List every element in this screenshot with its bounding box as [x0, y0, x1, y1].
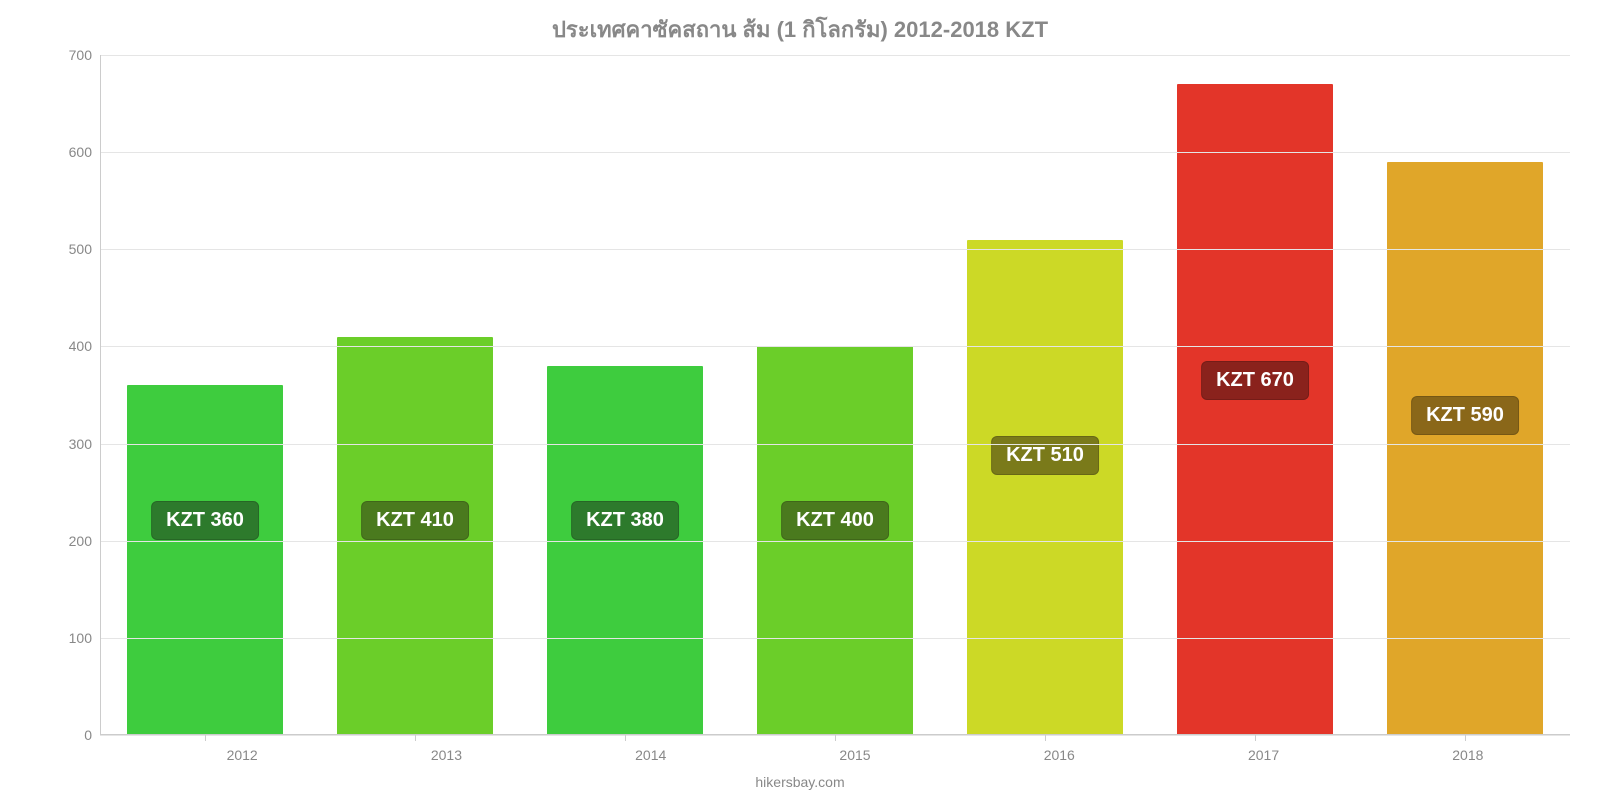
x-tick-label: 2017 — [1161, 747, 1365, 763]
gridline — [100, 152, 1570, 153]
plot-area: KZT 360 KZT 410 KZT 380 KZT 400 KZT 510 KZT 6… — [100, 55, 1570, 735]
bar-slot: KZT 590 — [1360, 55, 1570, 735]
x-tick-label: 2012 — [140, 747, 344, 763]
bars-container: KZT 360 KZT 410 KZT 380 KZT 400 KZT 510 KZT 6… — [100, 55, 1570, 735]
y-tick-label: 200 — [69, 533, 92, 549]
bar: KZT 380 — [547, 366, 702, 735]
bar: KZT 410 — [337, 337, 492, 735]
x-tick-label: 2014 — [549, 747, 753, 763]
gridline — [100, 249, 1570, 250]
gridline — [100, 346, 1570, 347]
y-tick-label: 100 — [69, 630, 92, 646]
x-tick — [835, 735, 836, 741]
bar-slot: KZT 380 — [520, 55, 730, 735]
y-tick-label: 400 — [69, 338, 92, 354]
y-axis-line — [100, 55, 101, 735]
bar-slot: KZT 670 — [1150, 55, 1360, 735]
x-tick-label: 2013 — [344, 747, 548, 763]
x-tick — [415, 735, 416, 741]
bar: KZT 510 — [967, 240, 1122, 735]
gridline — [100, 55, 1570, 56]
gridline — [100, 444, 1570, 445]
bar-slot: KZT 400 — [730, 55, 940, 735]
value-badge: KZT 510 — [991, 436, 1099, 475]
chart-area: 0100200300400500600700 KZT 360KZT 410KZT… — [60, 55, 1570, 735]
bar: KZT 360 — [127, 385, 282, 735]
y-tick-label: 0 — [84, 727, 92, 743]
value-badge: KZT 360 — [151, 501, 259, 540]
x-tick-label: 2018 — [1366, 747, 1570, 763]
gridline — [100, 638, 1570, 639]
value-badge: KZT 380 — [571, 501, 679, 540]
gridline — [100, 541, 1570, 542]
chart-title: ประเทศคาซัคสถาน ส้ม (1 กิโลกรัม) 2012-20… — [0, 0, 1600, 47]
x-tick — [625, 735, 626, 741]
bar-slot: KZT 510 — [940, 55, 1150, 735]
y-tick-label: 500 — [69, 241, 92, 257]
bar-slot: KZT 360 — [100, 55, 310, 735]
source-label: hikersbay.com — [0, 774, 1600, 790]
y-tick-label: 300 — [69, 436, 92, 452]
x-tick — [205, 735, 206, 741]
bar: KZT 590 — [1387, 162, 1542, 735]
x-tick-label: 2016 — [957, 747, 1161, 763]
x-tick — [1255, 735, 1256, 741]
bar-slot: KZT 410 — [310, 55, 520, 735]
value-badge: KZT 670 — [1201, 361, 1309, 400]
x-tick — [1045, 735, 1046, 741]
y-axis: 0100200300400500600700 — [60, 55, 100, 735]
y-tick-label: 600 — [69, 144, 92, 160]
value-badge: KZT 590 — [1411, 396, 1519, 435]
value-badge: KZT 400 — [781, 501, 889, 540]
x-tick-label: 2015 — [753, 747, 957, 763]
value-badge: KZT 410 — [361, 501, 469, 540]
x-tick — [1465, 735, 1466, 741]
x-axis-labels: 2012201320142015201620172018 — [140, 747, 1570, 763]
y-tick-label: 700 — [69, 47, 92, 63]
